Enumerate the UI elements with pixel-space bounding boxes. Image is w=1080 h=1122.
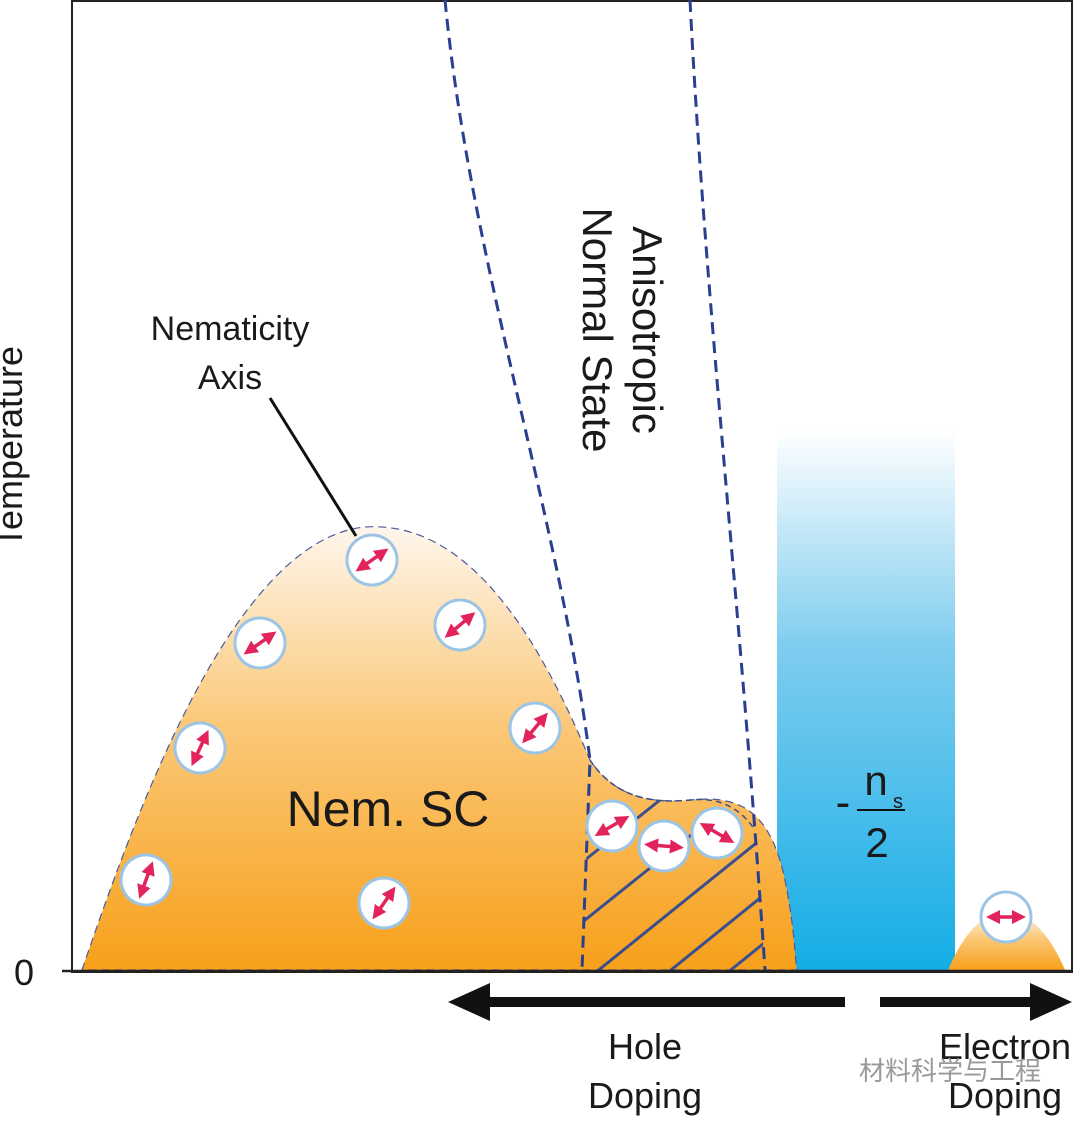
hole-arrowhead <box>448 983 490 1021</box>
annotation-line: Nematicity <box>151 310 310 348</box>
electron-label: Doping <box>948 1075 1062 1116</box>
domain <box>585 799 639 853</box>
superfluid-region <box>777 430 955 971</box>
domain <box>433 598 487 652</box>
domain <box>345 533 399 587</box>
normal-state-line: Anisotropic <box>624 226 671 434</box>
denominator: 2 <box>865 819 888 866</box>
normal-state-left <box>443 0 592 971</box>
hole-label: Doping <box>588 1075 702 1116</box>
domain-arrow <box>699 823 735 843</box>
domain-arrow <box>594 816 630 836</box>
subscript: s <box>893 791 903 813</box>
domain-arrow <box>644 838 684 854</box>
phase-label: Nem. SC <box>287 781 490 837</box>
nematic-domains <box>119 533 1033 944</box>
domain-arrow <box>243 631 277 655</box>
hatch-top <box>589 759 756 831</box>
normal-state-line: Normal State <box>574 207 621 452</box>
domain-arrow <box>191 729 209 767</box>
origin-label: 0 <box>14 952 34 993</box>
hole-label: Hole <box>608 1026 682 1067</box>
leader-line <box>268 397 358 537</box>
numerator: n <box>864 757 887 804</box>
minus: - <box>836 778 851 827</box>
domain-arrow <box>372 886 396 920</box>
domain <box>690 806 744 860</box>
electron-arrowhead <box>1030 983 1072 1021</box>
domain <box>357 876 411 930</box>
domain <box>119 853 173 907</box>
annotation-line: Axis <box>198 359 262 397</box>
watermark: 材料科学与工程 <box>859 1056 1041 1086</box>
domain-arrow <box>444 612 476 638</box>
domain <box>637 819 691 873</box>
domain-arrow <box>522 712 548 744</box>
electron-label: Electron <box>939 1026 1071 1067</box>
domain <box>979 890 1033 944</box>
domain <box>508 701 562 755</box>
domain <box>173 721 227 775</box>
domain-arrow <box>355 548 389 572</box>
y-axis-label: Temperature <box>0 346 30 548</box>
domain-arrow <box>137 861 155 899</box>
domain <box>233 616 287 670</box>
normal-state-right <box>688 0 767 971</box>
